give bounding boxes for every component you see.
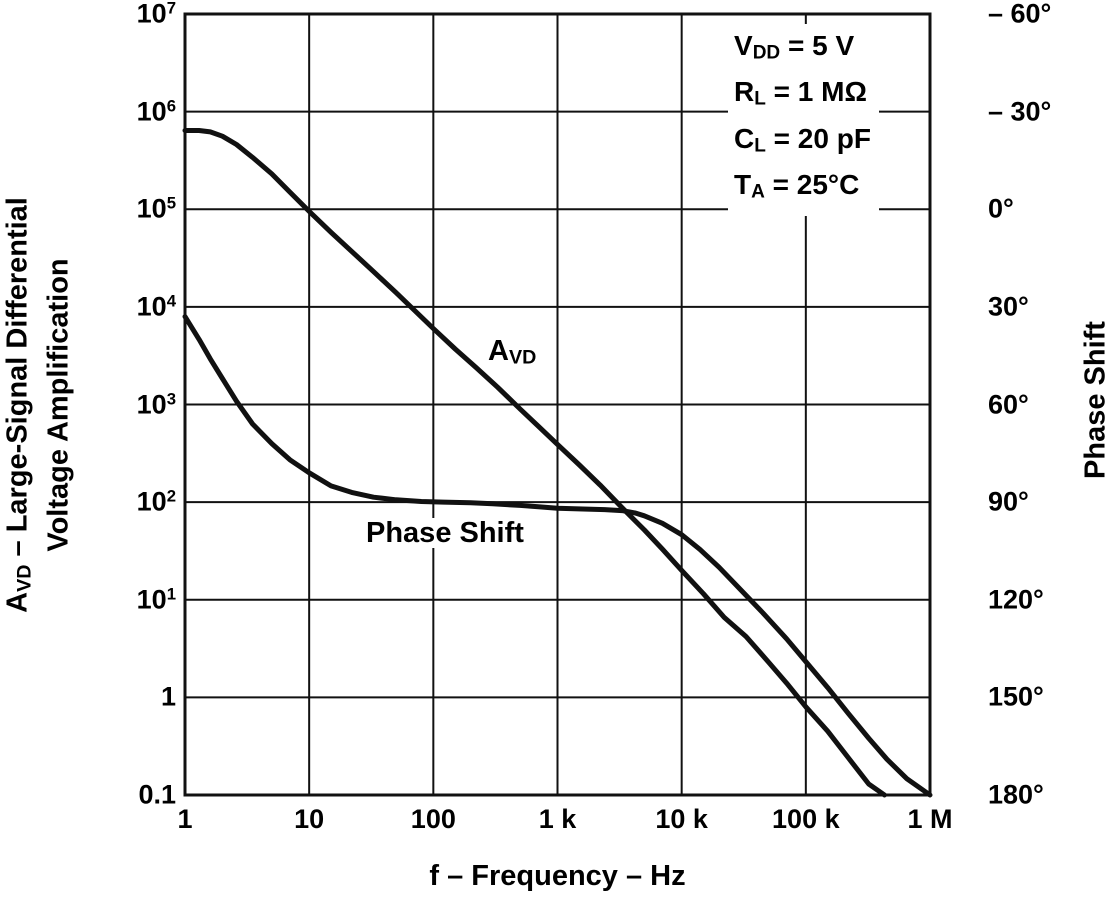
y-left-tick-label: 106 <box>136 96 176 127</box>
y-axis-title-left: AVD – Large-Signal Differential Voltage A… <box>1 197 75 613</box>
x-tick-label: 100 <box>410 804 456 834</box>
y-right-tick-label: 150° <box>988 681 1044 712</box>
x-tick-label: 100 k <box>772 804 840 834</box>
y-left-tick-label: 103 <box>136 388 176 420</box>
phase-curve <box>182 314 933 798</box>
y-left-tick-label: 104 <box>136 291 176 322</box>
condition-line: CL = 20 pF <box>734 122 871 157</box>
avd-curve-label: AVD <box>484 336 541 369</box>
y-right-tick-label: 60° <box>988 389 1029 419</box>
avd-curve <box>182 128 887 798</box>
y-right-tick-label: 0° <box>988 193 1014 224</box>
x-axis-title: f – Frequency – Hz <box>429 860 686 892</box>
y-right-tick-label: 120° <box>988 584 1044 615</box>
phase-curve-label: Phase Shift <box>362 518 528 548</box>
x-tick-label: 1 <box>177 804 193 834</box>
y-left-tick-label: 107 <box>136 0 176 29</box>
x-tick-label: 10 k <box>655 804 708 834</box>
y-left-tick-label: 105 <box>136 193 176 224</box>
y-right-tick-label: 180° <box>988 779 1044 810</box>
y-right-tick-label: – 60° <box>988 0 1052 29</box>
y-right-tick-label: 90° <box>988 486 1029 517</box>
y-right-tick-label: 30° <box>988 291 1029 322</box>
test-conditions-annotation: VDD = 5 V RL = 1 MΩ CL = 20 pF TA = 25°C <box>728 24 879 216</box>
condition-line: RL = 1 MΩ <box>734 76 867 110</box>
condition-line: TA = 25°C <box>734 169 860 203</box>
y-right-tick-label: – 30° <box>988 96 1052 127</box>
condition-line: VDD = 5 V <box>734 30 855 64</box>
plot-border <box>183 12 932 797</box>
y-left-tick-label: 101 <box>136 584 176 615</box>
x-tick-label: 10 <box>294 804 325 834</box>
x-tick-label: 1 M <box>907 804 953 834</box>
y-left-tick-label: 0.1 <box>138 779 176 810</box>
x-tick-label: 1 k <box>538 804 577 834</box>
y-left-tick-label: 102 <box>136 486 176 517</box>
y-axis-title-right: Phase Shift <box>1079 321 1112 479</box>
y-left-tick-label: 1 <box>160 681 176 712</box>
